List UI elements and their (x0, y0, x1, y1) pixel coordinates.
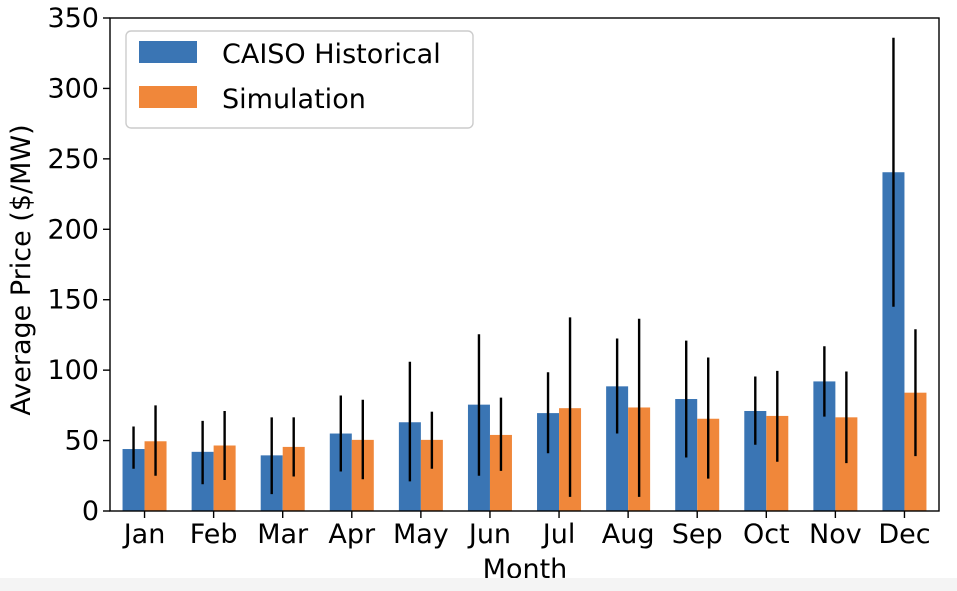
bar-caiso-dec (882, 172, 905, 511)
axes-frame (109, 17, 940, 512)
bar-simulation-jan (144, 441, 167, 511)
bar-caiso-nov (813, 381, 836, 511)
bar-caiso-aug (606, 386, 629, 511)
x-tick-label: May (393, 519, 449, 550)
window-bottom-strip (0, 578, 957, 591)
y-tick-label: 300 (47, 73, 99, 104)
x-tick-label: Nov (809, 519, 862, 550)
legend-swatch-caiso (139, 41, 197, 63)
x-tick-label: Aug (602, 519, 655, 550)
plot-area (122, 37, 927, 511)
y-tick-label: 150 (47, 285, 99, 316)
legend: CAISO Historical Simulation (125, 30, 474, 129)
bar-simulation-nov (835, 417, 858, 511)
x-tick-label: Jul (541, 519, 576, 550)
y-tick-label: 350 (47, 3, 99, 34)
legend-label-simulation: Simulation (222, 84, 366, 115)
legend-label-caiso: CAISO Historical (222, 39, 441, 70)
x-tick-label: Feb (190, 519, 238, 550)
x-tick-label: Dec (878, 519, 930, 550)
y-axis-label: Average Price ($/MW) (6, 124, 37, 415)
legend-swatch-simulation (139, 86, 197, 108)
bar-caiso-oct (744, 410, 767, 511)
bar-simulation-jun (489, 434, 512, 511)
y-tick-label: 50 (65, 426, 99, 457)
legend-box (125, 30, 474, 129)
bar-caiso-apr (329, 433, 352, 511)
y-tick-label: 200 (47, 214, 99, 245)
axes: 0 50 100 150 200 250 300 350 Jan Feb Mar Apr May Jun J… (47, 3, 940, 550)
bar-caiso-jan (122, 449, 145, 511)
x-tick-label: Oct (743, 519, 790, 550)
y-tick-label: 250 (47, 144, 99, 175)
x-tick-label: Jun (467, 519, 511, 550)
y-tick-label: 0 (82, 496, 99, 527)
x-tick-label: Sep (672, 519, 723, 550)
y-tick-label: 100 (47, 355, 99, 386)
bar-caiso-jul (537, 413, 560, 511)
x-tick-label: Jan (122, 519, 166, 550)
bar-simulation-oct (766, 415, 789, 511)
x-tick-label: Mar (257, 519, 309, 550)
bar-simulation-may (420, 439, 443, 511)
x-tick-label: Apr (328, 519, 376, 550)
bar-simulation-mar (282, 446, 305, 511)
